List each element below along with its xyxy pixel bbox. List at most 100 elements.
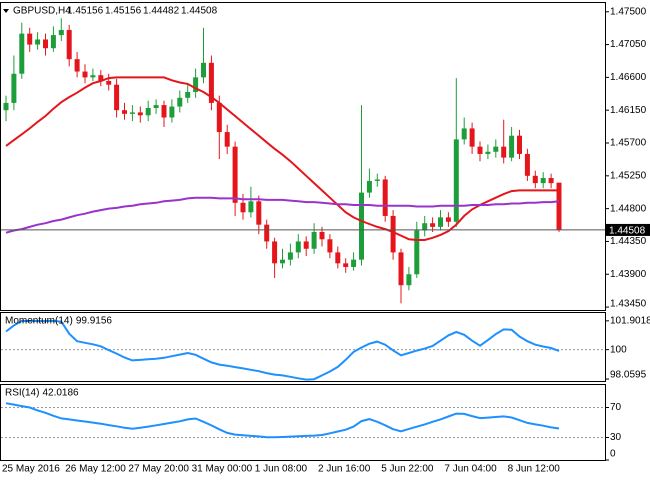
candle-body — [98, 75, 104, 82]
current-price-box — [606, 223, 650, 236]
moving-average — [5, 76, 559, 241]
x-tick-label: 26 May 12:00 — [65, 464, 126, 475]
candle-body — [216, 102, 222, 133]
candle-body — [382, 179, 388, 216]
candle-body — [351, 259, 357, 267]
y-tick-label: 1.45250 — [610, 170, 647, 181]
candle-body — [201, 62, 206, 78]
candle-body — [27, 33, 33, 45]
candle-body — [248, 201, 254, 213]
candle-body — [35, 39, 41, 45]
candle-body — [232, 146, 238, 203]
x-tick-label: 7 Jun 04:00 — [444, 464, 497, 475]
candle-body — [343, 263, 349, 267]
y-tick-label: 70 — [610, 402, 622, 413]
candle-body — [185, 91, 191, 98]
candle-body — [43, 39, 48, 49]
header-open: 1.45156 — [67, 6, 104, 17]
candle-body — [256, 201, 262, 225]
indicator-line — [5, 320, 560, 381]
x-tick-label: 31 May 00:00 — [192, 464, 253, 475]
candle-body — [66, 29, 72, 60]
candle-body — [177, 97, 183, 107]
indicator-title: RSI(14) — [5, 388, 39, 399]
x-tick-label: 1 Jun 08:00 — [255, 464, 308, 475]
x-tick-label: 27 May 20:00 — [128, 464, 189, 475]
current-price-label: 1.44508 — [609, 226, 646, 237]
candle-body — [540, 178, 546, 184]
indicator-title: Momentum(14) — [5, 316, 73, 327]
x-tick-label: 25 May 2016 — [2, 464, 60, 475]
candle-body — [327, 239, 333, 253]
header-high: 1.45156 — [105, 6, 142, 17]
rsi-panel — [0, 384, 606, 461]
candle-body — [366, 180, 372, 193]
candle-body — [422, 223, 428, 231]
candle-body — [359, 192, 364, 260]
y-tick-label: 1.43900 — [610, 269, 647, 280]
y-tick-label: 101.9018 — [610, 315, 650, 326]
candle-body — [11, 73, 17, 103]
y-tick-label: 1.45700 — [610, 138, 647, 149]
candle-body — [50, 35, 56, 49]
candle-body — [524, 153, 530, 176]
candle-body — [82, 71, 88, 78]
candle-body — [414, 230, 420, 275]
chart-title: GBPUSD,H4 — [13, 6, 71, 17]
indicator-line — [5, 402, 560, 439]
candle-body — [477, 146, 483, 154]
y-tick-label: 1.46600 — [610, 72, 647, 83]
y-tick-label: 1.43450 — [610, 299, 647, 310]
candle-body — [287, 252, 293, 260]
momentum-panel — [0, 312, 606, 382]
candle-body — [532, 175, 538, 184]
candle-body — [485, 151, 491, 154]
y-tick-label: 1.44800 — [610, 203, 647, 214]
candle-body — [208, 62, 214, 103]
candle-body — [122, 110, 127, 114]
header-close: 1.44508 — [181, 6, 218, 17]
candle-body — [272, 241, 278, 264]
candle-body — [193, 77, 199, 92]
candle-body — [469, 128, 475, 147]
candle-body — [137, 112, 143, 116]
main-panel — [0, 2, 606, 311]
candle-body — [517, 135, 522, 154]
candle-body — [311, 231, 317, 249]
y-tick-label: 1.46150 — [610, 105, 647, 116]
x-tick-label: 2 Jun 16:00 — [318, 464, 371, 475]
y-tick-label: 0 — [610, 449, 616, 460]
candle-body — [438, 217, 443, 227]
candle-body — [509, 135, 515, 158]
x-tick-label: 8 Jun 12:00 — [508, 464, 561, 475]
candle-body — [114, 84, 120, 111]
candle-body — [169, 106, 175, 118]
candle-body — [461, 128, 467, 140]
y-tick-label: 1.44350 — [610, 236, 647, 247]
candle-body — [3, 102, 9, 111]
candle-body — [430, 223, 436, 227]
candle-body — [264, 224, 270, 242]
candle-body — [280, 259, 285, 264]
y-tick-label: 98.0595 — [610, 370, 647, 381]
indicator-value: 99.9156 — [76, 316, 113, 327]
candle-body — [445, 217, 451, 222]
candle-body — [145, 108, 151, 116]
candle-body — [493, 146, 499, 152]
candle-body — [58, 29, 64, 36]
candle-body — [224, 132, 230, 147]
candle-body — [390, 215, 396, 253]
candle-body — [398, 252, 404, 286]
candle-body — [303, 241, 309, 249]
y-tick-label: 100 — [610, 344, 627, 355]
candle-body — [453, 139, 459, 222]
candle-body — [556, 182, 562, 230]
candle-body — [295, 241, 301, 253]
candle-body — [90, 75, 96, 78]
moving-average — [5, 196, 560, 234]
y-tick-label: 1.47050 — [610, 39, 647, 50]
candle-body — [106, 81, 112, 85]
candle-body — [501, 146, 507, 158]
candle-body — [548, 178, 554, 184]
